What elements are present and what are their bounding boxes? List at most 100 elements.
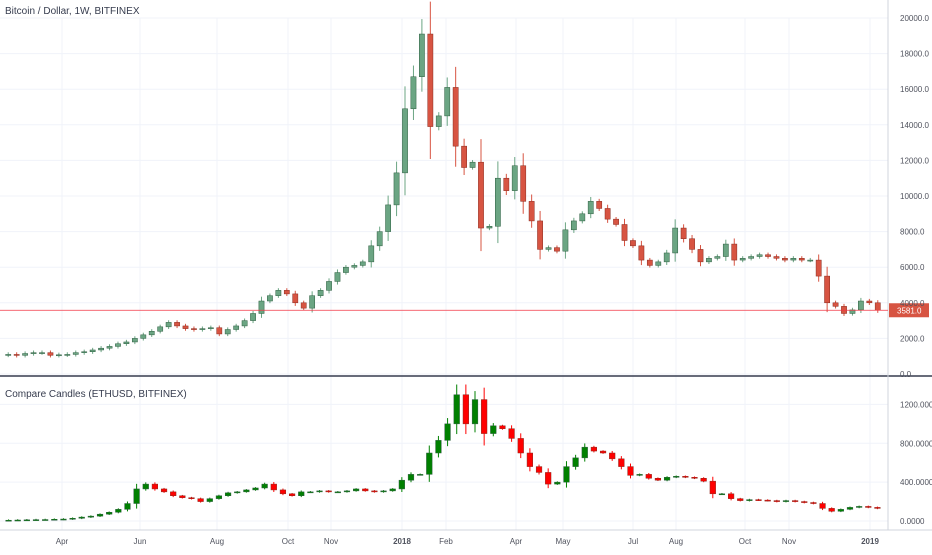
candle-body [618,458,625,467]
candle [572,454,579,470]
candle [427,1,434,159]
candle-body [233,325,240,330]
candle-body [581,446,588,459]
candle-body [78,516,85,519]
candle-body [874,507,881,509]
candle [654,477,662,482]
candle-body [837,509,844,512]
candle [131,336,138,345]
x-tick-label: Oct [739,537,752,546]
candle-body [258,300,265,314]
candle-body [691,477,698,479]
candle-body [444,87,451,117]
candle-body [407,474,415,481]
candle-body [790,258,797,261]
candle-body [764,499,771,502]
candle [471,391,479,433]
x-tick-label: Aug [210,537,224,546]
candle [206,497,213,503]
candle-body [452,87,459,147]
candle-body [590,446,597,452]
candle [261,482,268,490]
candle-body [680,227,687,239]
candle [115,341,121,349]
candle [267,293,273,304]
candle-body [140,334,147,339]
candle-body [279,489,287,495]
candle [417,473,424,476]
candle [376,226,383,251]
candle-body [520,165,527,202]
candle [537,210,543,260]
candle [309,291,316,313]
candle [39,350,45,355]
x-tick-label: Nov [324,537,338,546]
candle [179,494,186,499]
candle-body [773,500,780,502]
candle-body [810,502,817,504]
candle [252,487,259,491]
y-tick-label: 0.0000 [900,517,925,526]
candle [233,323,240,332]
candle [645,473,652,480]
y-tick-label: 400.0000 [900,478,932,487]
y-tick-label: 20000.0 [900,14,929,23]
candle-body [72,352,79,355]
time-axis: Apr Jun Aug Oct Nov 2018 Feb Apr May Jul Aug Oct Nov… [56,537,880,546]
btc-chart-title: Bitcoin / Dollar, 1W, BITFINEX [5,6,140,17]
y-tick-label: 10000.0 [900,192,929,201]
candle [419,19,425,92]
candle [435,112,442,131]
candle [351,263,358,270]
x-tick-label: Apr [510,537,523,546]
candle [545,245,552,252]
candle [444,77,451,126]
candle-body [199,328,206,330]
candle [819,501,826,511]
candle-body [819,503,826,509]
candle [478,139,484,252]
eth-price-axis: 0.0000 400.0000 800.0000 1200.0000 [900,400,932,526]
grid-layer [0,17,888,530]
candle-body [334,491,341,494]
candle [142,482,149,491]
candle-body [444,423,451,441]
candle [133,483,140,509]
candle [697,245,704,267]
candle [289,492,296,497]
x-tick-label: 2019 [861,537,879,546]
candle [270,482,277,492]
y-tick-label: 12000.0 [900,156,929,165]
candle [160,487,168,493]
candle [5,519,12,522]
last-price-group: 3581.0 [0,303,929,318]
candle [828,507,835,513]
candle [170,490,177,498]
candle-body [362,488,369,492]
candle-body [131,338,138,343]
candle-body [469,161,476,168]
candle-body [326,281,332,291]
x-tick-label: Feb [439,537,453,546]
candle [42,518,49,521]
candle [718,492,726,496]
candle-body [241,320,248,327]
candle-body [343,266,349,273]
candle-body [545,472,552,485]
candle [106,511,113,516]
x-tick-label: Jul [628,537,638,546]
candle-body [39,352,45,354]
candle [663,476,671,482]
candle-body [486,226,493,229]
candle [69,517,76,520]
candle-body [630,240,636,247]
eth-candles [5,384,881,522]
x-tick-label: Aug [669,537,683,546]
candle-body [773,256,780,259]
candle-body [32,519,40,521]
candle-body [535,466,543,473]
candle-body [874,302,881,311]
candle-body [807,259,814,262]
candle-body [737,498,744,501]
candle-body [481,399,488,434]
